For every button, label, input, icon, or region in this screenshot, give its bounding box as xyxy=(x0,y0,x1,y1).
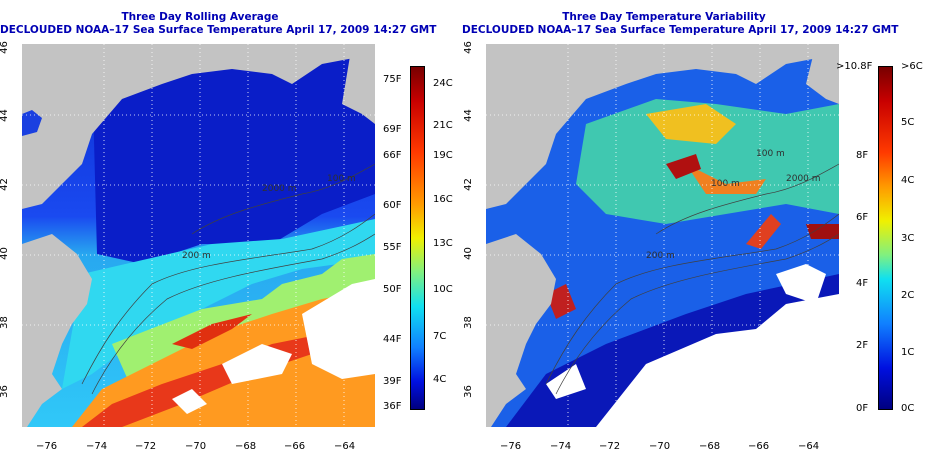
right-contour-label: 100 m xyxy=(756,149,785,159)
right-colorbar xyxy=(878,66,893,410)
right-cloud xyxy=(596,294,839,427)
right-contour-labels: 100 m 100 m 2000 m 200 m xyxy=(646,149,821,261)
left-x-tick: −72 xyxy=(135,441,157,452)
right-x-tick: −66 xyxy=(748,441,770,452)
left-colorbar xyxy=(410,66,425,410)
left-cb-f-label: 39F xyxy=(383,376,402,387)
right-contours xyxy=(545,163,839,395)
left-cb-f-label: 66F xyxy=(383,150,402,161)
left-cloud xyxy=(222,344,292,384)
right-cb-f-label: 0F xyxy=(856,403,869,414)
right-cb-c-label: >6C xyxy=(901,61,923,72)
right-high-variability xyxy=(806,224,839,239)
right-cloud xyxy=(546,364,586,399)
left-sst-map: 200 m 2000 m 100 m xyxy=(22,44,375,427)
left-cb-c-label: 13C xyxy=(433,238,453,249)
right-variability-map: 100 m 100 m 2000 m 200 m xyxy=(486,44,839,427)
left-contour-label: 2000 m xyxy=(262,184,297,194)
right-cb-c-label: 5C xyxy=(901,117,915,128)
right-high-variability xyxy=(686,164,766,194)
right-contour-label: 2000 m xyxy=(786,174,821,184)
right-y-tick: 42 xyxy=(462,178,474,191)
left-cloud xyxy=(302,279,375,379)
left-cb-c-label: 7C xyxy=(433,331,447,342)
right-high-variability xyxy=(666,154,701,179)
left-cb-f-label: 50F xyxy=(383,284,402,295)
left-x-tick: −70 xyxy=(185,441,207,452)
left-contour-label: 100 m xyxy=(327,174,356,184)
right-cb-c-label: 0C xyxy=(901,403,915,414)
left-x-tick: −74 xyxy=(86,441,108,452)
left-y-tick: 42 xyxy=(0,178,10,191)
left-cb-c-label: 21C xyxy=(433,120,453,131)
left-cold-water xyxy=(92,44,375,264)
left-cb-f-label: 36F xyxy=(383,401,402,412)
left-cb-f-label: 44F xyxy=(383,334,402,345)
right-grid xyxy=(486,44,839,427)
left-x-tick: −64 xyxy=(334,441,356,452)
right-cloud xyxy=(776,264,826,304)
left-title-line1: Three Day Rolling Average xyxy=(121,11,279,23)
right-land xyxy=(806,44,839,104)
left-cb-f-label: 69F xyxy=(383,124,402,135)
right-high-variability xyxy=(746,214,781,249)
left-land xyxy=(22,110,42,136)
left-land xyxy=(22,234,92,427)
right-cb-c-label: 4C xyxy=(901,175,915,186)
right-contour-label: 200 m xyxy=(646,251,675,261)
right-x-tick: −76 xyxy=(500,441,522,452)
right-title-line1: Three Day Temperature Variability xyxy=(562,11,766,23)
left-grid xyxy=(22,44,375,427)
left-cb-c-label: 16C xyxy=(433,194,453,205)
right-land xyxy=(486,44,839,209)
left-x-tick: −68 xyxy=(235,441,257,452)
right-x-tick: −72 xyxy=(599,441,621,452)
right-cb-f-label: 8F xyxy=(856,150,869,161)
left-cb-c-label: 24C xyxy=(433,78,453,89)
right-y-tick: 46 xyxy=(462,41,474,54)
left-x-tick: −76 xyxy=(36,441,58,452)
right-y-tick: 36 xyxy=(462,385,474,398)
left-cb-f-label: 75F xyxy=(383,74,402,85)
right-land xyxy=(486,234,556,427)
left-y-tick: 46 xyxy=(0,41,10,54)
left-y-tick: 44 xyxy=(0,109,10,122)
left-title-line2: DECLOUDED NOAA–17 Sea Surface Temperatur… xyxy=(0,24,437,36)
left-warm-filament xyxy=(172,314,252,349)
left-cb-c-label: 10C xyxy=(433,284,453,295)
right-cb-f-label: 4F xyxy=(856,278,869,289)
right-cb-f-label: >10.8F xyxy=(836,61,873,72)
left-contour-label: 200 m xyxy=(182,251,211,261)
right-cb-c-label: 2C xyxy=(901,290,915,301)
right-high-variability xyxy=(646,104,736,144)
left-cb-f-label: 60F xyxy=(383,200,402,211)
left-cb-c-label: 19C xyxy=(433,150,453,161)
right-x-tick: −70 xyxy=(649,441,671,452)
left-contours xyxy=(81,163,375,395)
right-cb-f-label: 6F xyxy=(856,212,869,223)
right-title-line2: DECLOUDED NOAA–17 Sea Surface Temperatur… xyxy=(462,24,899,36)
right-high-variability xyxy=(546,284,576,319)
left-y-tick: 36 xyxy=(0,385,10,398)
left-x-tick: −66 xyxy=(284,441,306,452)
right-y-tick: 44 xyxy=(462,109,474,122)
left-y-tick: 38 xyxy=(0,316,10,329)
right-x-tick: −74 xyxy=(550,441,572,452)
right-contour-label: 100 m xyxy=(711,179,740,189)
right-x-tick: −68 xyxy=(699,441,721,452)
left-cb-f-label: 55F xyxy=(383,242,402,253)
right-cb-c-label: 3C xyxy=(901,233,915,244)
left-land xyxy=(342,44,375,124)
left-land xyxy=(22,44,375,209)
left-shelf-water xyxy=(62,219,375,389)
left-contour-labels: 200 m 2000 m 100 m xyxy=(182,174,356,261)
right-cb-f-label: 2F xyxy=(856,340,869,351)
right-y-tick: 38 xyxy=(462,316,474,329)
left-cb-c-label: 4C xyxy=(433,374,447,385)
left-y-tick: 40 xyxy=(0,247,10,260)
right-y-tick: 40 xyxy=(462,247,474,260)
left-cloud xyxy=(172,389,207,414)
right-cb-c-label: 1C xyxy=(901,347,915,358)
right-x-tick: −64 xyxy=(798,441,820,452)
